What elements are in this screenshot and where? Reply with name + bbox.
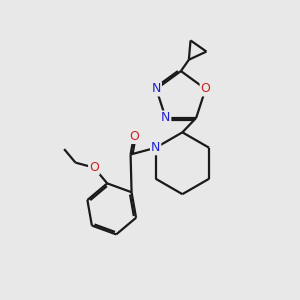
Text: O: O: [129, 130, 139, 143]
Text: N: N: [151, 141, 160, 154]
Text: O: O: [201, 82, 211, 95]
Text: O: O: [89, 161, 99, 174]
Text: N: N: [161, 112, 170, 124]
Text: N: N: [152, 82, 161, 95]
